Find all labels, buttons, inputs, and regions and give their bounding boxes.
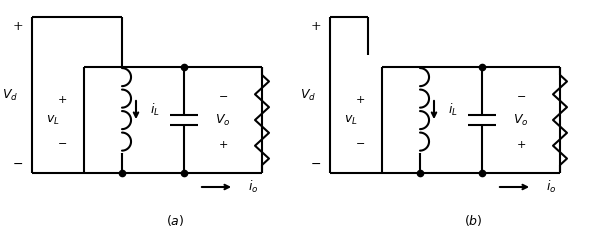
- Text: +: +: [516, 140, 526, 150]
- Text: $-$: $-$: [57, 137, 67, 147]
- Text: $i_L$: $i_L$: [150, 102, 160, 118]
- Text: $i_o$: $i_o$: [248, 179, 259, 195]
- Text: $-$: $-$: [310, 156, 321, 170]
- Text: +: +: [218, 140, 228, 150]
- Text: $V_d$: $V_d$: [300, 87, 316, 102]
- Text: $v_L$: $v_L$: [344, 113, 358, 127]
- Text: $V_o$: $V_o$: [513, 112, 529, 128]
- Text: $v_L$: $v_L$: [46, 113, 60, 127]
- Text: $(b)$: $(b)$: [464, 213, 483, 227]
- Text: $(a)$: $(a)$: [166, 213, 184, 227]
- Text: $i_L$: $i_L$: [448, 102, 458, 118]
- Text: $-$: $-$: [218, 90, 228, 100]
- Text: +: +: [355, 95, 365, 105]
- Text: $-$: $-$: [12, 156, 24, 170]
- Text: $-$: $-$: [355, 137, 365, 147]
- Text: $i_o$: $i_o$: [546, 179, 556, 195]
- Text: $V_o$: $V_o$: [215, 112, 231, 128]
- Text: $-$: $-$: [516, 90, 526, 100]
- Text: +: +: [13, 20, 23, 33]
- Text: +: +: [310, 20, 321, 33]
- Text: +: +: [57, 95, 66, 105]
- Text: $V_d$: $V_d$: [2, 87, 18, 102]
